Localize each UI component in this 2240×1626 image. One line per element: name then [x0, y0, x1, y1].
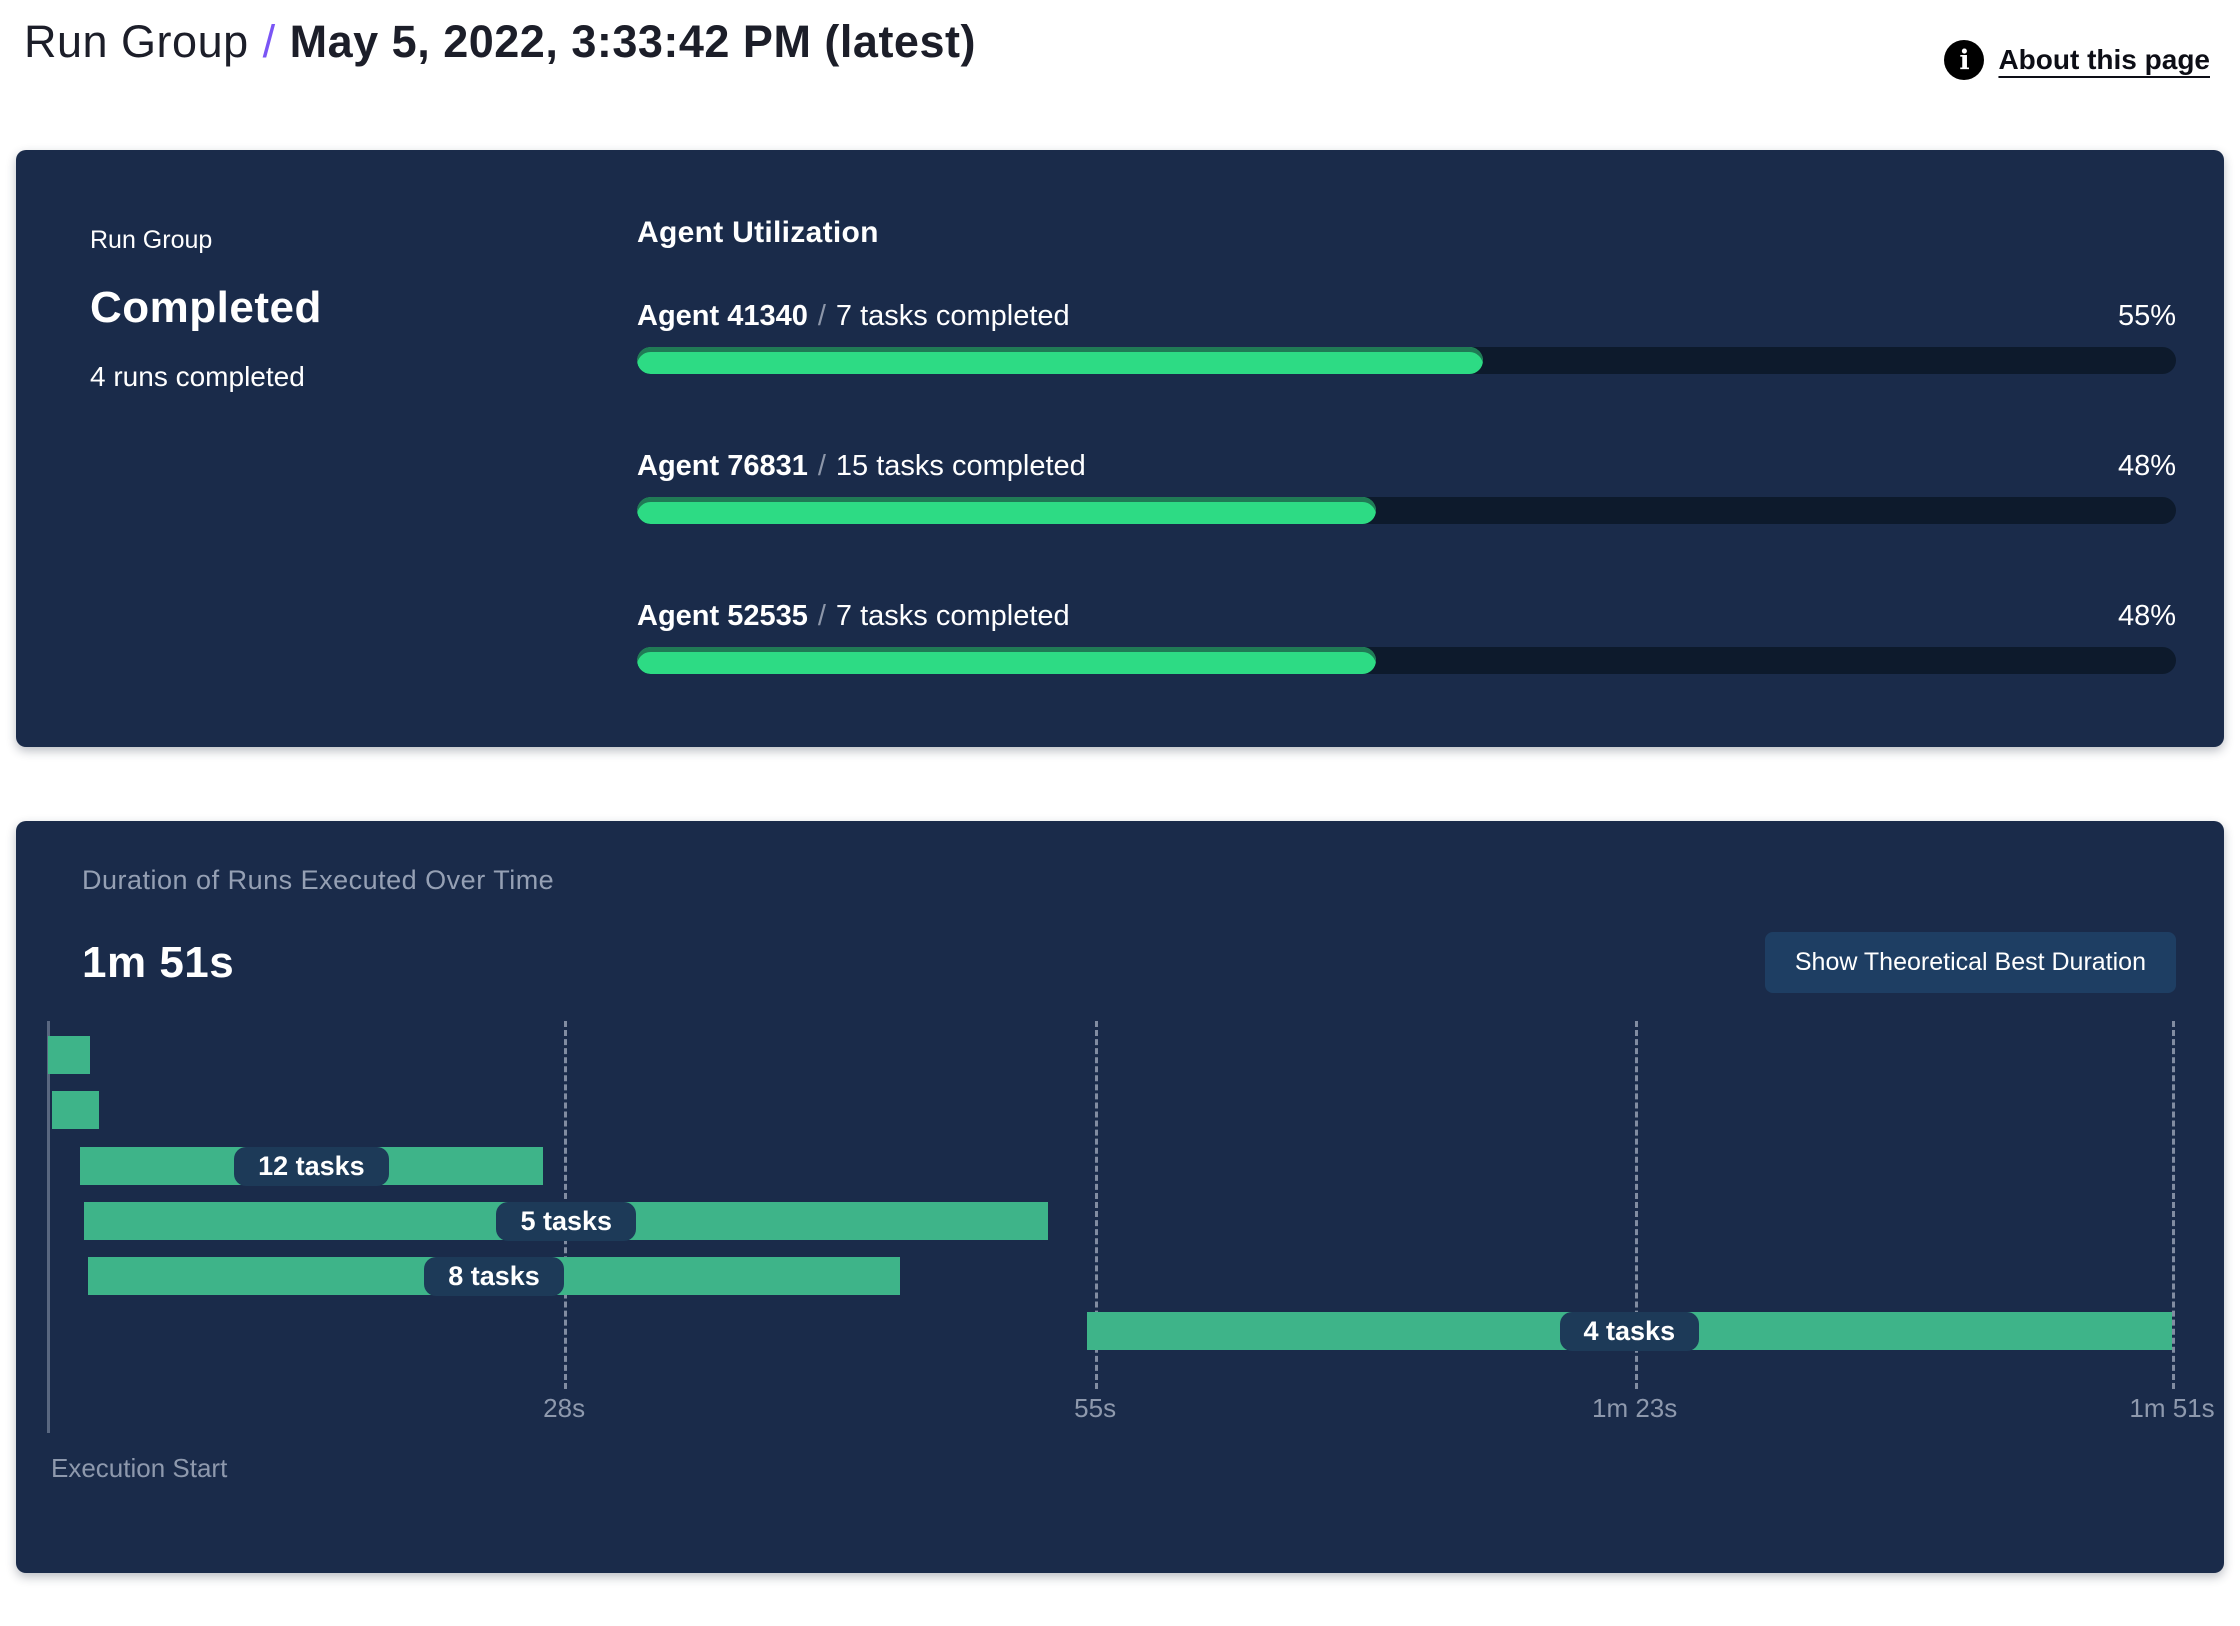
x-tick-label: 28s	[543, 1393, 586, 1423]
task-count-pill: 4 tasks	[1559, 1311, 1700, 1351]
agent-utilization-percent: 48%	[2117, 450, 2176, 482]
agent-list: Agent 41340 / 7 tasks completed 55% Agent …	[637, 300, 2176, 674]
page-title: May 5, 2022, 3:33:42 PM (latest)	[289, 16, 976, 67]
utilization-track	[637, 347, 2176, 374]
agent-utilization-panel: Agent Utilization Agent 41340 / 7 tasks co…	[637, 216, 2176, 747]
agent-row-label: Agent 52535 / 7 tasks completed	[637, 600, 1070, 633]
task-count-pill: 12 tasks	[234, 1146, 389, 1186]
x-tick-label: 55s	[1074, 1393, 1117, 1423]
breadcrumb-separator: /	[262, 16, 276, 67]
total-duration-value: 1m 51s	[82, 937, 235, 987]
show-theoretical-best-duration-button[interactable]: Show Theoretical Best Duration	[1764, 932, 2176, 993]
breadcrumb: Run Group / May 5, 2022, 3:33:42 PM (lates…	[24, 16, 976, 68]
agent-separator: /	[817, 300, 826, 332]
run-group-status: Completed	[90, 283, 322, 332]
gridline-1m-23s	[1634, 1021, 1638, 1389]
run-duration-bar: 4 tasks	[1086, 1311, 2172, 1351]
utilization-track	[637, 647, 2176, 674]
agent-row-label: Agent 76831 / 15 tasks completed	[637, 450, 1086, 483]
run-duration-bar: 12 tasks	[79, 1146, 543, 1186]
x-tick-label: 1m 51s	[2129, 1393, 2215, 1423]
task-count-pill: 5 tasks	[496, 1201, 637, 1241]
agent-row: Agent 41340 / 7 tasks completed 55%	[637, 300, 2176, 374]
duration-header-row: 1m 51s Show Theoretical Best Duration	[82, 932, 2176, 993]
runs-completed-count: 4 runs completed	[90, 361, 305, 392]
run-duration-bar	[52, 1091, 99, 1129]
run-duration-bar: 5 tasks	[84, 1201, 1049, 1241]
agent-row: Agent 52535 / 7 tasks completed 48%	[637, 600, 2176, 674]
run-group-summary: Run Group Completed 4 runs completed	[90, 216, 637, 747]
agent-utilization-percent: 55%	[2117, 300, 2176, 332]
duration-chart-title: Duration of Runs Executed Over Time	[82, 865, 555, 895]
execution-start-label: Execution Start	[51, 1453, 228, 1483]
agent-row: Agent 76831 / 15 tasks completed 48%	[637, 450, 2176, 524]
agent-utilization-title: Agent Utilization	[637, 216, 879, 249]
gridline-1m-51s	[2172, 1021, 2175, 1389]
utilization-fill	[637, 497, 1376, 524]
utilization-track	[637, 497, 2176, 524]
agent-row-header: Agent 76831 / 15 tasks completed 48%	[637, 450, 2176, 483]
task-count-pill: 8 tasks	[424, 1256, 564, 1296]
agent-tasks-completed: 15 tasks completed	[835, 450, 1086, 482]
agent-separator: /	[817, 600, 826, 632]
agent-tasks-completed: 7 tasks completed	[835, 600, 1070, 632]
utilization-fill	[637, 647, 1376, 674]
agent-name: Agent 52535	[637, 600, 808, 632]
x-tick-label: 1m 23s	[1591, 1393, 1678, 1423]
run-group-card: Run Group Completed 4 runs completed Age…	[16, 150, 2224, 747]
agent-separator: /	[817, 450, 826, 482]
agent-tasks-completed: 7 tasks completed	[835, 300, 1070, 332]
gridline-55s	[1095, 1021, 1099, 1389]
agent-utilization-percent: 48%	[2117, 600, 2176, 632]
run-group-eyebrow: Run Group	[90, 226, 213, 254]
breadcrumb-run-group[interactable]: Run Group	[24, 16, 249, 67]
info-icon: i	[1944, 40, 1985, 80]
about-this-page-link[interactable]: i About this page	[1944, 40, 2210, 80]
gantt-chart: Execution Start 28s 55s 1m 23s 1m 51s 12 tas…	[47, 1021, 2215, 1501]
agent-row-label: Agent 41340 / 7 tasks completed	[637, 300, 1070, 333]
about-this-page-label: About this page	[1998, 44, 2210, 75]
run-duration-bar	[48, 1036, 91, 1074]
page-header: Run Group / May 5, 2022, 3:33:42 PM (lates…	[0, 0, 2240, 150]
duration-card: Duration of Runs Executed Over Time 1m 5…	[16, 821, 2224, 1573]
agent-row-header: Agent 41340 / 7 tasks completed 55%	[637, 300, 2176, 333]
agent-name: Agent 76831	[637, 450, 808, 482]
utilization-fill	[637, 347, 1484, 374]
agent-name: Agent 41340	[637, 300, 808, 332]
agent-row-header: Agent 52535 / 7 tasks completed 48%	[637, 600, 2176, 633]
run-duration-bar: 8 tasks	[88, 1256, 900, 1296]
execution-start-axis-line	[47, 1021, 50, 1433]
